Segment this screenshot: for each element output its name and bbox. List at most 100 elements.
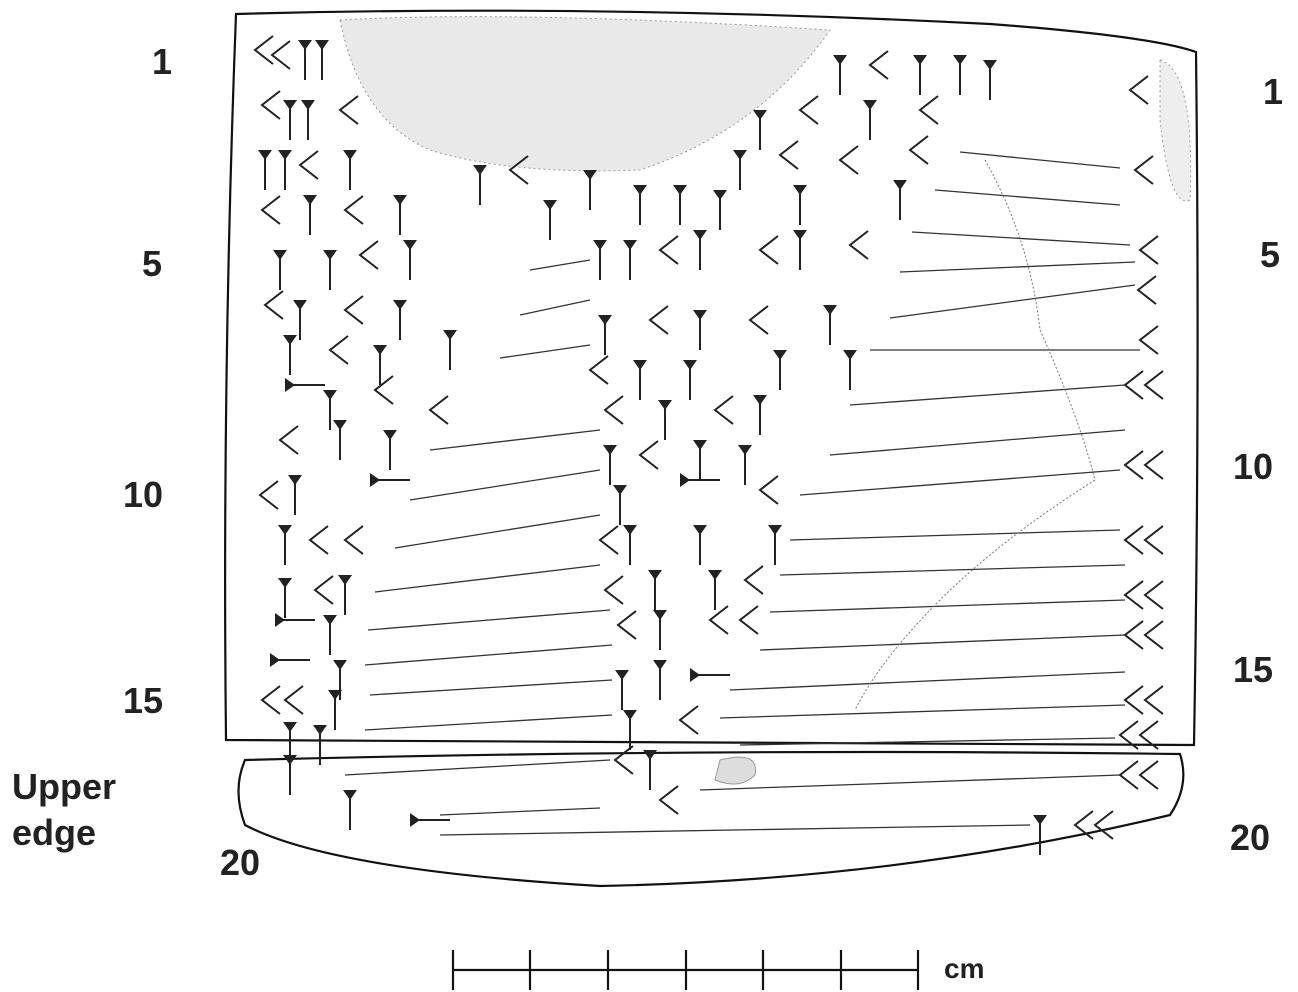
wedge <box>738 445 752 485</box>
wedge <box>593 240 607 280</box>
wedge <box>615 670 629 710</box>
wedge <box>583 170 597 210</box>
wedge <box>262 686 280 714</box>
wedge <box>823 305 837 345</box>
wedge <box>323 615 337 655</box>
wedge <box>345 196 363 224</box>
wedge <box>710 606 728 634</box>
wedge <box>285 378 325 392</box>
wedge <box>383 430 397 470</box>
wedge <box>693 525 707 565</box>
wedge <box>983 60 997 100</box>
wedge <box>301 100 315 140</box>
wedge <box>660 786 678 814</box>
wedge <box>633 360 647 400</box>
tablet-drawing <box>0 0 1298 992</box>
wedge <box>800 96 818 124</box>
wedge <box>1138 276 1156 304</box>
wedge <box>288 475 302 515</box>
line-number: 5 <box>1260 237 1280 273</box>
wedge <box>360 241 378 269</box>
wedge <box>1125 526 1143 554</box>
wedge <box>283 100 297 140</box>
wedge <box>693 310 707 350</box>
wedge <box>1125 371 1143 399</box>
wedge <box>623 240 637 280</box>
wedge <box>265 291 283 319</box>
wedge <box>343 150 357 190</box>
wedge <box>1125 451 1143 479</box>
wedge <box>653 660 667 700</box>
wedge <box>393 195 407 235</box>
wedge <box>793 230 807 270</box>
wedge <box>338 575 352 615</box>
wedge <box>278 150 292 190</box>
wedge <box>715 396 733 424</box>
wedge <box>590 356 608 384</box>
wedge <box>1135 156 1153 184</box>
wedge <box>1125 581 1143 609</box>
wedge <box>648 570 662 610</box>
wedge <box>910 136 928 164</box>
wedge <box>443 330 457 370</box>
wedge <box>760 236 778 264</box>
wedge <box>393 300 407 340</box>
tablet-outline <box>225 11 1197 886</box>
wedge <box>643 750 657 790</box>
wedge <box>740 606 758 634</box>
wedge <box>255 36 273 64</box>
wedge <box>680 706 698 734</box>
wedge <box>278 525 292 565</box>
wedge <box>690 668 730 682</box>
wedge <box>660 236 678 264</box>
wedge <box>1130 76 1148 104</box>
wedge <box>275 613 315 627</box>
wedge <box>605 576 623 604</box>
wedge <box>323 390 337 430</box>
wedge <box>615 746 633 774</box>
wedge <box>293 300 307 340</box>
wedge <box>1145 686 1163 714</box>
line-number: 20 <box>220 845 260 881</box>
wedge <box>750 306 768 334</box>
wedge <box>1140 236 1158 264</box>
wedge <box>262 91 280 119</box>
wedge <box>315 576 333 604</box>
wedge <box>600 526 618 554</box>
wedge <box>605 396 623 424</box>
line-number: 1 <box>152 44 172 80</box>
wedge <box>833 55 847 95</box>
wedge <box>753 110 767 150</box>
wedge <box>370 473 410 487</box>
wedge <box>285 686 303 714</box>
line-number: 1 <box>1263 74 1283 110</box>
wedge <box>258 150 272 190</box>
wedge <box>640 441 658 469</box>
wedge <box>793 185 807 225</box>
damaged-area <box>1160 60 1191 201</box>
wedge <box>283 335 297 375</box>
wedge <box>693 230 707 270</box>
page: 1 5 10 15 20 1 5 10 15 20 Upper edge cm <box>0 0 1298 992</box>
wedge <box>843 350 857 390</box>
wedge <box>693 440 707 480</box>
wedge <box>262 196 280 224</box>
wedge <box>283 755 297 795</box>
wedge <box>300 151 318 179</box>
wedge <box>893 180 907 220</box>
wedge <box>323 250 337 290</box>
wedge <box>633 185 647 225</box>
wedge <box>403 240 417 280</box>
wedge <box>673 185 687 225</box>
wedge <box>598 315 612 355</box>
line-number: 15 <box>1233 652 1273 688</box>
wedge <box>273 250 287 290</box>
wedge <box>1145 451 1163 479</box>
wedge <box>375 376 393 404</box>
wedge <box>1145 581 1163 609</box>
scale-unit: cm <box>944 955 984 983</box>
wedge <box>713 190 727 230</box>
line-number: 15 <box>123 683 163 719</box>
wedge <box>623 525 637 565</box>
wedge <box>850 231 868 259</box>
